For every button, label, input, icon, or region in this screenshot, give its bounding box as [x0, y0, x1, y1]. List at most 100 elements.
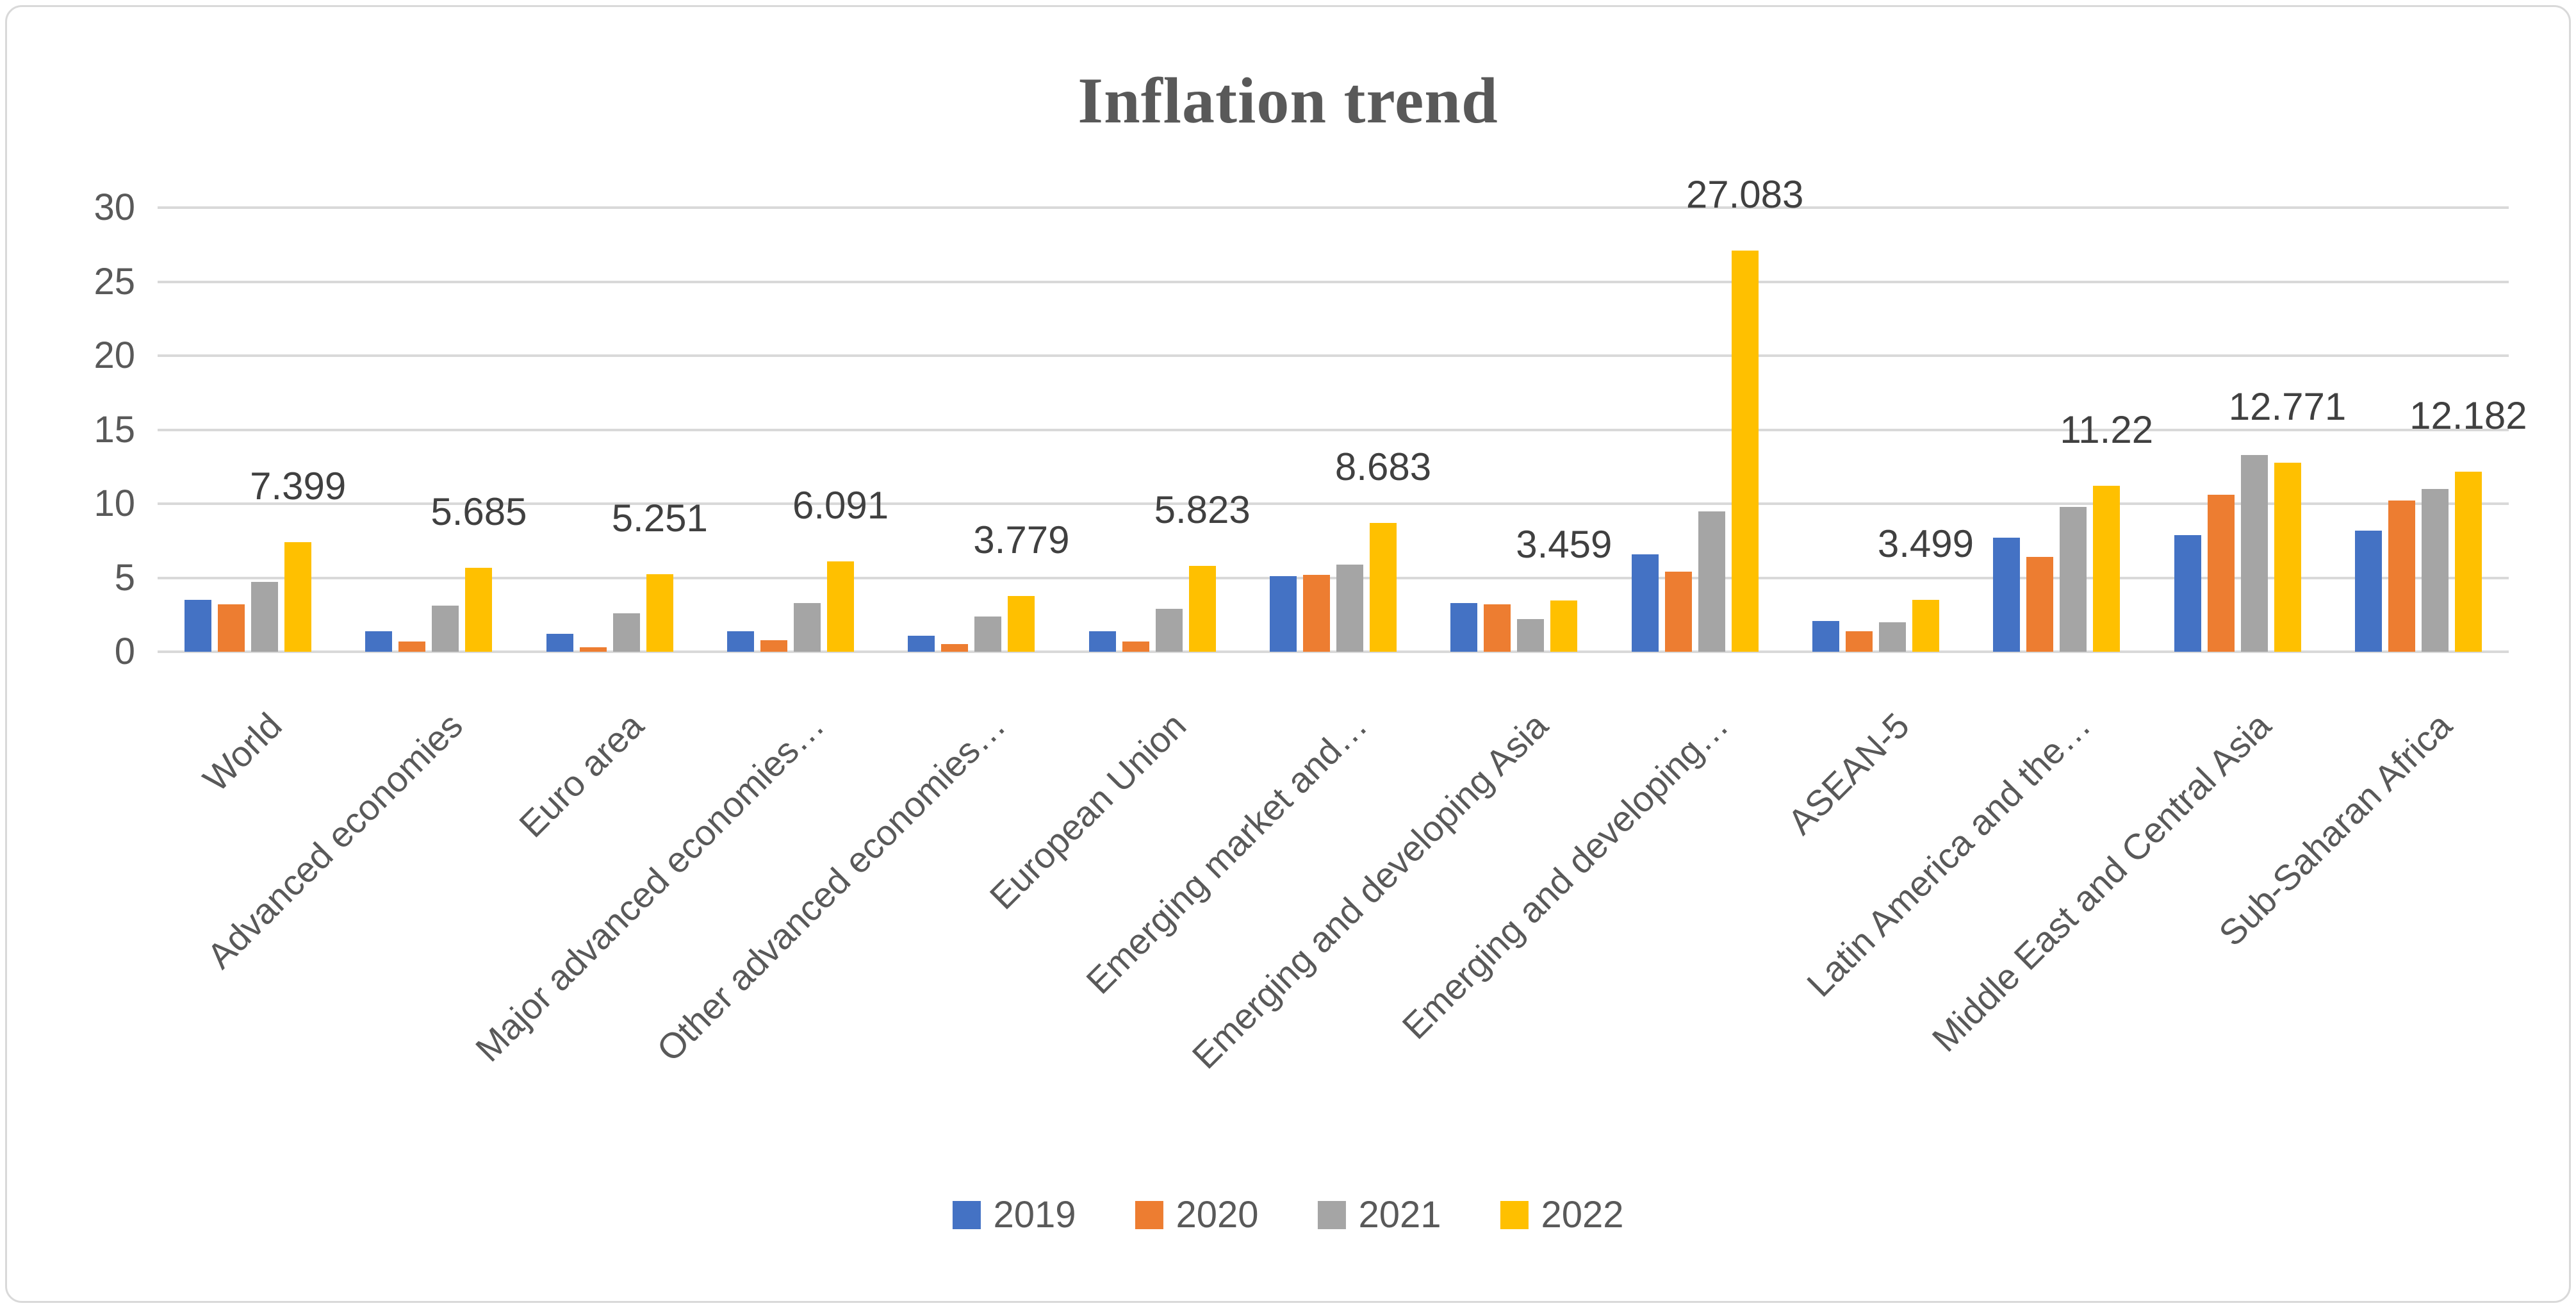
- gridline-25: [158, 280, 2509, 283]
- bar-group: 5.685: [365, 208, 527, 652]
- gridline-30: [158, 206, 2509, 209]
- bar-2019: [185, 600, 212, 652]
- bar-2022: [2093, 485, 2121, 652]
- x-category-label: Major advanced economies…: [468, 705, 832, 1070]
- y-tick-label: 15: [94, 408, 135, 451]
- bar-group: 7.399: [185, 208, 346, 652]
- y-tick-label: 20: [94, 335, 135, 376]
- data-label: 6.091: [792, 484, 889, 527]
- gridline-10: [158, 502, 2509, 505]
- bar-2019: [1993, 538, 2021, 652]
- bar-2020: [1484, 604, 1511, 652]
- bar-2020: [579, 647, 607, 652]
- legend: 2019 2020 2021 2022: [952, 1194, 1624, 1236]
- bar-2021: [974, 616, 1002, 652]
- bar-2021: [1698, 511, 1725, 652]
- bar-2019: [1631, 554, 1659, 652]
- plot-area: 7.399 5.685 5.251 6.091 3.779 5.823 8.683 3.459…: [158, 173, 2527, 653]
- bar-2022: [2274, 463, 2301, 652]
- bar-2020: [2388, 501, 2415, 652]
- gridline-15: [158, 428, 2509, 431]
- y-tick-label: 10: [94, 483, 135, 524]
- bar-group: 3.499: [1812, 208, 1974, 652]
- data-label: 12.771: [2228, 385, 2347, 428]
- legend-label: 2021: [1358, 1194, 1441, 1236]
- bar-group: 12.182: [2354, 208, 2527, 652]
- bar-2022: [284, 542, 312, 652]
- bar-2021: [432, 606, 459, 652]
- bar-2019: [1450, 602, 1478, 652]
- bar-2022: [1731, 251, 1759, 652]
- bar-2022: [646, 574, 673, 652]
- legend-swatch-2019: [952, 1201, 981, 1229]
- bar-2019: [1812, 620, 1839, 652]
- bar-group: 27.083: [1631, 173, 1803, 652]
- y-tick-label: 5: [114, 556, 135, 599]
- bar-2022: [1008, 595, 1035, 652]
- bar-2019: [546, 634, 573, 652]
- legend-item-2019: 2019: [952, 1196, 1076, 1234]
- legend-item-2021: 2021: [1317, 1194, 1441, 1236]
- bar-2021: [1155, 609, 1183, 652]
- bar-2019: [2354, 530, 2382, 652]
- legend-label: 2022: [1541, 1194, 1624, 1236]
- bar-2020: [1664, 572, 1692, 652]
- bar-group: 3.459: [1450, 208, 1612, 652]
- bar-2020: [218, 604, 245, 652]
- bar-group: 8.683: [1270, 208, 1431, 652]
- legend-swatch-2021: [1317, 1201, 1346, 1229]
- bar-2019: [1270, 576, 1297, 652]
- bar-2020: [398, 641, 426, 652]
- bar-2021: [1336, 564, 1363, 652]
- x-category-label: Emerging and developing Asia: [1184, 705, 1555, 1077]
- gridline-0: [158, 650, 2509, 653]
- legend-item-2022: 2022: [1500, 1196, 1624, 1234]
- bar-2021: [1517, 619, 1545, 652]
- x-category-label: World: [195, 705, 290, 800]
- bar-2020: [941, 644, 969, 652]
- bar-2021: [2240, 454, 2268, 652]
- x-category-label: Middle East and Central Asia: [1924, 705, 2279, 1060]
- bar-2021: [612, 613, 640, 652]
- y-tick-label: 25: [94, 260, 135, 302]
- x-category-label: ASEAN-5: [1780, 705, 1917, 842]
- bar-2022: [1550, 600, 1578, 652]
- data-label: 5.251: [611, 496, 708, 540]
- x-category-label: Euro area: [511, 705, 652, 845]
- legend-item-2020: 2020: [1135, 1194, 1259, 1236]
- y-tick-label: 0: [114, 631, 135, 672]
- data-label: 3.499: [1877, 522, 1974, 566]
- bar-2022: [465, 567, 493, 652]
- data-label: 7.399: [250, 465, 347, 508]
- legend-label: 2020: [1176, 1194, 1259, 1236]
- bar-2020: [760, 640, 788, 652]
- legend-label: 2019: [993, 1194, 1076, 1236]
- data-label: 11.22: [2060, 408, 2154, 451]
- chart-title: Inflation trend: [1078, 65, 1498, 137]
- bar-2020: [1122, 641, 1149, 652]
- gridline-20: [158, 354, 2509, 357]
- chart-frame: Inflation trend 7.399 5.685 5.251 6.091 3.77…: [5, 5, 2571, 1303]
- data-label: 3.459: [1516, 523, 1612, 567]
- bar-2022: [2454, 471, 2482, 652]
- data-label: 3.779: [973, 518, 1070, 561]
- bar-2019: [908, 635, 935, 652]
- data-label: 12.182: [2409, 393, 2527, 437]
- bar-group: 5.823: [1088, 208, 1251, 652]
- bar-group: 6.091: [727, 208, 889, 652]
- data-label: 5.823: [1154, 488, 1251, 531]
- bar-2020: [2207, 495, 2235, 652]
- bar-2021: [794, 602, 821, 652]
- bar-2021: [1878, 622, 1906, 652]
- data-label: 8.683: [1334, 445, 1432, 489]
- bar-2021: [2060, 506, 2087, 652]
- data-label: 5.685: [431, 490, 527, 533]
- bar-2020: [2026, 557, 2054, 652]
- gridline-5: [158, 576, 2509, 579]
- bar-2022: [1912, 600, 1939, 652]
- data-label: 27.083: [1686, 173, 1804, 217]
- bar-2021: [251, 582, 279, 652]
- y-tick-label: 30: [94, 186, 135, 228]
- bar-2022: [827, 561, 855, 652]
- bar-2020: [1303, 574, 1330, 652]
